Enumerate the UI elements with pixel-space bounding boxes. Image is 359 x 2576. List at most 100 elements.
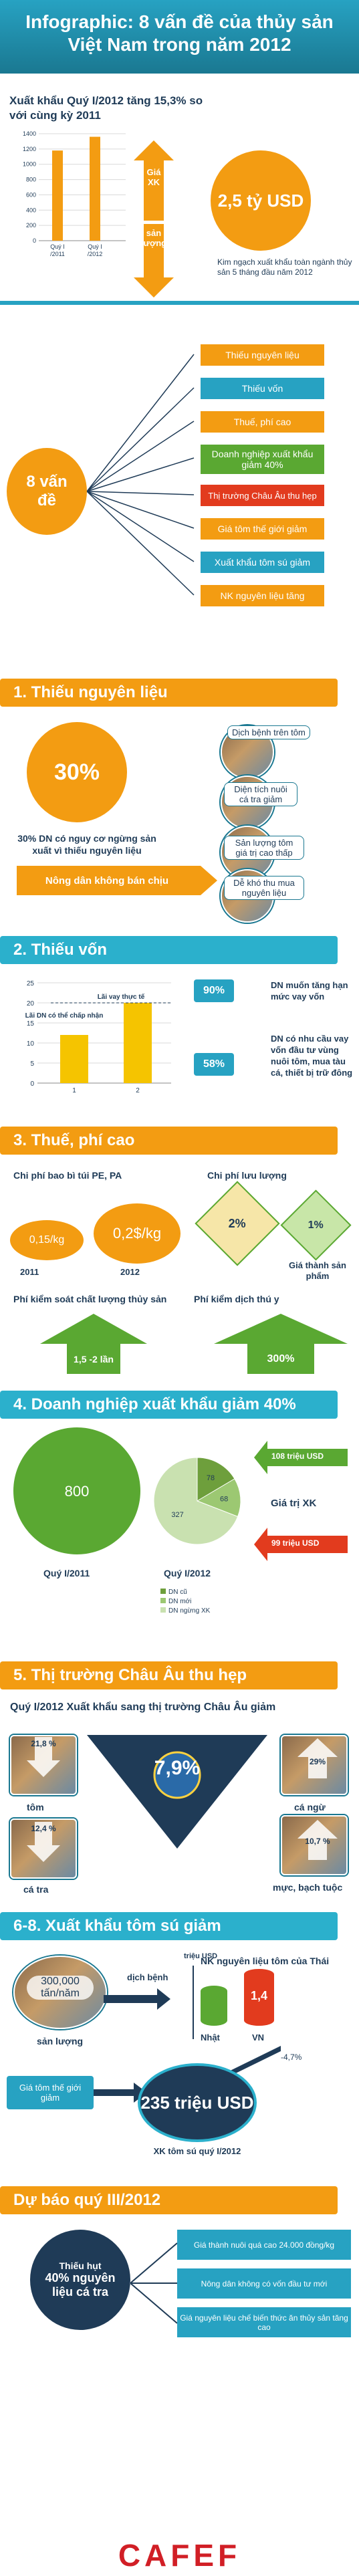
y-tick-label: 1000: [23, 161, 36, 168]
s1-reason-2: Diện tích nuôi cá tra giảm: [224, 782, 297, 806]
legend-item: DN cũ: [160, 1588, 210, 1597]
up-arrow-icon: [214, 1314, 348, 1374]
x-tick-label: /2012: [88, 251, 103, 257]
page-header: Infographic: 8 vấn đề của thủy sản Việt …: [0, 0, 359, 74]
s5-squid-arrow: 10,7 %: [297, 1820, 338, 1860]
s3-flow-after: 1%: [308, 1219, 324, 1231]
pie-value-label: 78: [207, 1474, 215, 1482]
volume-arrow-label: sản lượng: [140, 228, 167, 248]
down-arrow-icon: [27, 1822, 60, 1862]
s4-up-value: 108 triệu USD: [271, 1451, 324, 1461]
s3-fee-2012: 0,2$/kg: [94, 1203, 181, 1264]
s2-pct2-caption: DN có nhu cầu vay vốn đầu tư vùng nuôi t…: [271, 1034, 353, 1078]
s3-inspection-value: 1,5 -2 lần: [74, 1353, 114, 1365]
y-tick-label: 1400: [23, 130, 36, 137]
s1-reason-3: Sản lượng tôm giá trị cao thấp: [224, 836, 304, 860]
s5-tuna-value: 29%: [309, 1757, 326, 1766]
s6-japan-cylinder: [201, 1986, 227, 2026]
s6-unit-label: triệu USD: [184, 1952, 218, 1960]
s4-q1-2011-label: Quý I/2011: [43, 1568, 90, 1578]
s6-vn-cylinder: [244, 1969, 274, 2026]
bar: [60, 1035, 88, 1083]
forecast-connectors: [130, 2242, 177, 2324]
connector-lines: [86, 354, 195, 596]
section-1-title: 1. Thiếu nguyên liệu: [0, 679, 338, 707]
section-5-title: 5. Thị trường Châu Âu thu hẹp: [0, 1661, 338, 1689]
problem-item-8: NK nguyên liệu tăng: [201, 585, 324, 606]
y-tick-label: 25: [27, 980, 35, 987]
pie-slice: [13, 1427, 140, 1554]
pie-value-label: 68: [220, 1496, 228, 1504]
s5-squid-value: 10,7 %: [305, 1837, 330, 1846]
section-6-title: 6-8. Xuất khẩu tôm sú giảm: [0, 1912, 338, 1940]
title-line-2: Việt Nam trong năm 2012: [68, 34, 291, 55]
s6-thai-header: NK nguyên liệu tôm của Thái: [201, 1956, 330, 1966]
s5-subtitle: Quý I/2012 Xuất khẩu sang thị trường Châ…: [10, 1702, 276, 1713]
legend-label: DN mới: [168, 1598, 192, 1605]
problem-item-4: Doanh nghiệp xuất khẩu giảm 40%: [201, 445, 324, 474]
export-value-caption: Kim ngạch xuất khẩu toàn ngành thủy sản …: [217, 257, 352, 277]
forecast-bullet-2: Nông dân không có vốn đầu tư mới: [177, 2268, 351, 2299]
s6-axis-line: [193, 1966, 194, 2039]
s5-shrimp-value: 21,8 %: [31, 1739, 56, 1748]
down-arrow-icon: [134, 224, 174, 298]
s3-year-2011: 2011: [20, 1267, 39, 1277]
s1-percent-circle: 30%: [27, 722, 127, 822]
s4-pie-chart: 800 78 68 327: [13, 1427, 241, 1554]
footer-logo: CAFEF: [0, 2534, 359, 2576]
legend-swatch: [160, 1598, 166, 1603]
s3-year-2012: 2012: [120, 1267, 140, 1277]
s3-flow-before-diamond: 2%: [195, 1181, 280, 1266]
up-arrow-icon: [297, 1738, 338, 1778]
y-tick-label: 0: [33, 237, 36, 244]
s3-inspection-label: Phí kiểm soát chất lượng thủy sản: [13, 1294, 167, 1304]
forecast-percent: 40% nguyên liệu cá tra: [45, 2271, 116, 2299]
s3-flow-after-diamond: 1%: [280, 1189, 352, 1261]
pie-slice: [197, 1457, 235, 1502]
s1-percent-caption: 30% DN có nguy cơ ngừng sản xuất vì thiế…: [17, 833, 156, 856]
problem-item-5: Thị trường Châu Âu thu hẹp: [201, 485, 324, 506]
section-2-title: 2. Thiếu vốn: [0, 936, 338, 964]
s5-tuna-arrow: 29%: [297, 1738, 338, 1778]
right-arrow-icon: [104, 1988, 170, 2010]
forecast-title: Dự báo quý III/2012: [0, 2186, 338, 2214]
s6-change-value: -4,7%: [281, 2053, 302, 2062]
y-tick-label: 10: [27, 1040, 35, 1048]
section-4-title: 4. Doanh nghiệp xuất khẩu giảm 40%: [0, 1391, 338, 1419]
s6-japan-label: Nhật: [201, 2032, 220, 2042]
s3-fee-2011: 0,15/kg: [10, 1220, 84, 1260]
s3-price-caption: Giá thành sản phẩm: [289, 1260, 346, 1281]
s6-circle-caption: XK tôm sú quý I/2012: [153, 2146, 241, 2156]
s6-right-arrow: [94, 2083, 147, 2103]
export-value-circle: 2,5 tỷ USD: [211, 150, 311, 251]
title-line-1: Infographic: 8 vấn đề của thủy sản: [25, 11, 334, 32]
s2-bar-chart: 0 5 10 15 20 25 1 2 Lãi vay thực tế Lãi DN có thể…: [25, 980, 171, 1094]
s6-price-label: Giá tôm thế giới giảm: [7, 2076, 94, 2109]
y-tick-label: 400: [26, 207, 36, 213]
s3-inspection-arrow: 1,5 -2 lần: [40, 1314, 147, 1374]
pie-slice: [153, 1457, 239, 1545]
s1-reason-4: Dễ khó thu mua nguyên liệu: [224, 876, 304, 900]
s2-pct1-caption: DN muốn tăng hạn mức vay vốn: [271, 980, 348, 1002]
pie-value-label: 327: [171, 1511, 183, 1519]
bar: [52, 150, 63, 241]
annotation-label: Lãi DN có thể chấp nhận: [25, 1012, 104, 1020]
problem-item-3: Thuế, phí cao: [201, 411, 324, 433]
x-tick-label: Quý I: [88, 243, 102, 250]
s1-farmer-arrow: Nông dân không bán chịu: [17, 866, 217, 895]
legend-swatch: [160, 1589, 166, 1594]
s4-down-value: 99 triệu USD: [271, 1538, 320, 1548]
up-arrow-icon: [254, 1441, 348, 1474]
problem-item-2: Thiếu vốn: [201, 378, 324, 399]
s3-bag-fee-label: Chi phí bao bì túi PE, PA: [13, 1170, 122, 1181]
x-tick-label: 1: [72, 1087, 76, 1094]
section-3-title: 3. Thuế, phí cao: [0, 1127, 338, 1155]
y-tick-label: 0: [30, 1080, 34, 1088]
pie-value-label: 800: [65, 1483, 90, 1500]
s1-farmer-label: Nông dân không bán chịu: [45, 874, 169, 887]
price-up-arrow: Giá XK: [134, 140, 174, 221]
legend-item: DN ngừng XK: [160, 1607, 210, 1616]
s5-tuna-label: cá ngừ: [294, 1802, 326, 1812]
down-arrow-icon: [254, 1528, 348, 1561]
s2-pct1: 90%: [194, 979, 234, 1002]
